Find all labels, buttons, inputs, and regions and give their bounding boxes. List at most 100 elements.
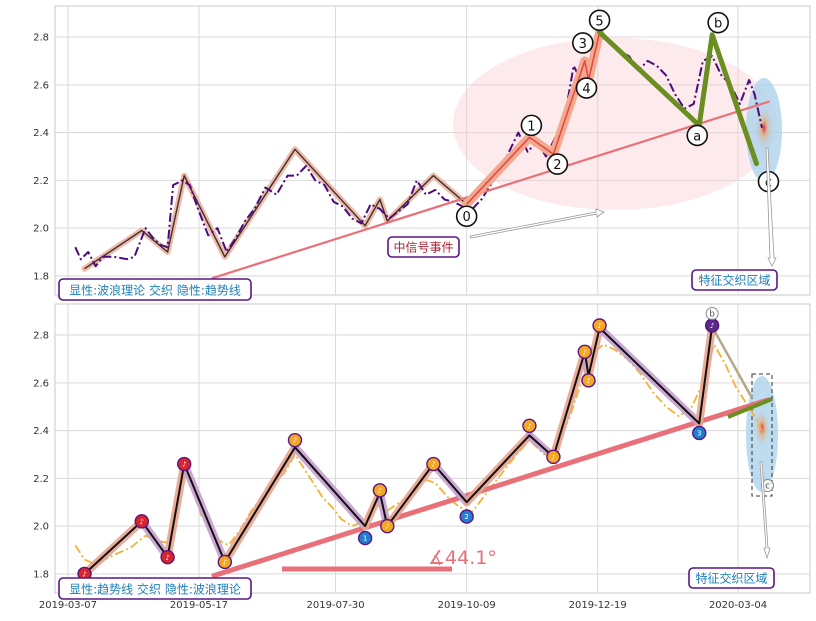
marker-blue: 2 xyxy=(459,509,474,524)
top-wave-labels: 012345abc xyxy=(455,9,780,228)
y-tick-label: 2.6 xyxy=(33,378,49,389)
marker-label: 1 xyxy=(363,535,367,543)
marker-glyph: ♪ xyxy=(378,487,382,495)
marker-orange: ♪ xyxy=(592,318,607,333)
marker-glyph: ♪ xyxy=(583,348,587,356)
wave-label-3: 3 xyxy=(571,32,594,54)
marker-glyph: ♪ xyxy=(140,518,144,526)
wave-label-0: 0 xyxy=(455,205,478,228)
marker-dot xyxy=(522,418,537,434)
wave-label-circle xyxy=(546,153,569,175)
wave-label-1: 1 xyxy=(520,114,543,137)
signal-event-arrow xyxy=(469,208,605,239)
marker-orange: ♪ xyxy=(426,456,441,472)
wave-highlight-ellipse xyxy=(453,38,777,210)
wave-label-circle xyxy=(686,124,709,147)
x-tick-label: 2019-07-30 xyxy=(307,600,365,611)
small-label-b: b xyxy=(705,307,719,321)
y-tick-label: 2.8 xyxy=(33,331,49,342)
marker-red: ♪ xyxy=(177,456,192,472)
marker-dot xyxy=(592,318,607,333)
marker-blue: 3 xyxy=(692,425,707,441)
marker-glyph: ♪ xyxy=(431,461,435,469)
marker-dot xyxy=(160,549,175,565)
y-tick-label: 1.8 xyxy=(33,569,49,580)
marker-glyph: ♪ xyxy=(597,322,601,330)
wave-label-text: 0 xyxy=(463,210,471,225)
wave-label-circle xyxy=(455,205,478,228)
y-tick-label: 2.8 xyxy=(33,33,49,44)
marker-label: 2 xyxy=(464,513,468,521)
bottom-legend-text: 显性:趋势线 交织 隐性:波浪理论 xyxy=(69,582,241,597)
marker-orange: ♪ xyxy=(287,432,303,448)
marker-orange: ♪ xyxy=(581,373,596,388)
bottom-cross-line xyxy=(727,397,773,419)
marker-dot xyxy=(426,456,441,472)
marker-dot xyxy=(217,554,233,570)
wave-label-text: 3 xyxy=(579,37,587,52)
top-trend-line xyxy=(211,100,770,280)
top-panel: 1.82.02.22.42.62.8 012345abc 中信号事件 xyxy=(33,5,811,301)
marker-glyph: ♪ xyxy=(182,461,186,469)
small-label-text: c xyxy=(765,482,770,492)
marker-glyph: ♪ xyxy=(293,437,297,445)
marker-orange: ♪ xyxy=(546,449,561,465)
marker-dot xyxy=(581,373,596,388)
y-tick-label: 2.0 xyxy=(33,224,49,235)
bottom-plot-area xyxy=(54,303,811,594)
marker-red: ♪ xyxy=(160,549,175,565)
bottom-zigzag-path xyxy=(83,325,714,575)
bottom-feature-zone-text: 特征交织区域 xyxy=(695,571,767,586)
y-tick-label: 1.8 xyxy=(33,271,49,282)
wave-label-a: a xyxy=(686,124,709,147)
marker-glyph: ♪ xyxy=(551,453,555,461)
top-legend-text: 显性:波浪理论 交织 隐性:趋势线 xyxy=(69,283,241,298)
x-tick-label: 2019-05-17 xyxy=(170,600,228,611)
marker-glyph: ♪ xyxy=(165,554,169,562)
marker-glyph: ♪ xyxy=(586,377,590,385)
small-label-text: b xyxy=(709,310,715,320)
marker-dot xyxy=(287,432,303,448)
y-tick-label: 2.6 xyxy=(33,80,49,91)
x-tick-label: 2019-03-07 xyxy=(39,600,97,611)
bottom-extension-line xyxy=(712,329,754,399)
wave-label-text: a xyxy=(693,129,701,144)
wave-label-circle xyxy=(588,9,611,32)
marker-dot xyxy=(372,483,388,498)
angle-label: ∡44.1° xyxy=(428,547,497,569)
marker-dot xyxy=(459,509,474,524)
marker-glyph: ♪ xyxy=(385,523,389,531)
wave-label-text: 1 xyxy=(527,119,535,134)
wave-label-b: b xyxy=(707,11,729,34)
wave-label-circle xyxy=(575,77,598,99)
top-y-ticks: 1.8 2.0 2.2 2.4 2.6 2.8 xyxy=(33,33,49,283)
bottom-panel: 1.82.02.22.42.62.8 2019-03-07 2019-05-17 2… xyxy=(33,303,811,611)
wave-label-circle xyxy=(520,114,543,137)
marker-glyph: ♪ xyxy=(527,422,531,430)
marker-dot xyxy=(577,344,592,359)
wave-label-4: 4 xyxy=(575,77,598,99)
y-tick-label: 2.2 xyxy=(33,176,49,187)
top-impulse-path xyxy=(466,32,601,205)
x-tick-label: 2019-10-09 xyxy=(438,600,496,611)
wave-label-text: 4 xyxy=(582,82,590,97)
marker-glyph: ♪ xyxy=(223,559,227,567)
signal-event-label: 中信号事件 xyxy=(393,240,453,255)
x-tick-label: 2020-03-04 xyxy=(709,600,767,611)
marker-red: ♪ xyxy=(134,514,149,529)
marker-orange: ♪ xyxy=(372,483,388,498)
marker-orange: ♪ xyxy=(522,418,537,434)
marker-orange: ♪ xyxy=(380,518,395,534)
small-label-circle xyxy=(705,307,719,321)
marker-dot xyxy=(546,449,561,465)
marker-red: ♪ xyxy=(77,566,92,582)
bottom-feature-zone-box: 特征交织区域 xyxy=(688,567,775,589)
bottom-legend-box: 显性:趋势线 交织 隐性:波浪理论 xyxy=(58,577,252,600)
marker-dot xyxy=(177,456,192,472)
wave-label-2: 2 xyxy=(546,153,569,175)
wave-label-text: 5 xyxy=(595,14,603,29)
top-zone-arrow xyxy=(765,147,777,267)
y-tick-label: 2.2 xyxy=(33,474,49,485)
